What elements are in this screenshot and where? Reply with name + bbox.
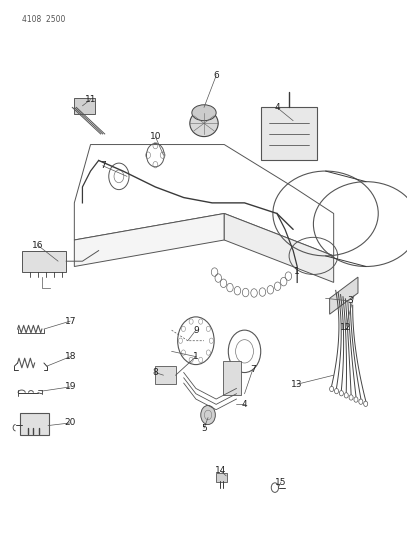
FancyBboxPatch shape — [261, 108, 317, 160]
Text: 15: 15 — [275, 478, 287, 487]
Text: 5: 5 — [201, 424, 207, 433]
Circle shape — [201, 406, 215, 424]
Text: 19: 19 — [64, 382, 76, 391]
Text: 18: 18 — [64, 352, 76, 361]
Text: 1: 1 — [193, 352, 199, 361]
Text: 13: 13 — [291, 379, 303, 389]
Ellipse shape — [190, 110, 218, 136]
Ellipse shape — [192, 105, 216, 120]
FancyBboxPatch shape — [73, 99, 95, 114]
Text: 10: 10 — [150, 132, 161, 141]
Text: 1: 1 — [294, 268, 300, 276]
FancyBboxPatch shape — [216, 473, 227, 482]
Text: 9: 9 — [193, 326, 199, 335]
Polygon shape — [330, 277, 358, 314]
Polygon shape — [74, 214, 224, 266]
Text: 7: 7 — [100, 161, 106, 170]
Polygon shape — [22, 251, 66, 272]
Text: 12: 12 — [340, 323, 352, 332]
Text: 7: 7 — [250, 366, 255, 374]
Text: 6: 6 — [213, 71, 219, 80]
Text: 3: 3 — [347, 296, 353, 305]
Polygon shape — [224, 214, 334, 282]
Text: 20: 20 — [64, 418, 76, 427]
Text: 4: 4 — [242, 400, 247, 409]
FancyBboxPatch shape — [20, 414, 49, 435]
Text: 16: 16 — [32, 241, 44, 250]
Text: 8: 8 — [153, 368, 158, 377]
Text: 11: 11 — [85, 95, 96, 104]
Text: 14: 14 — [215, 466, 226, 475]
Text: 17: 17 — [64, 317, 76, 326]
Text: 4: 4 — [274, 103, 280, 112]
Text: 4108  2500: 4108 2500 — [22, 15, 65, 25]
FancyBboxPatch shape — [155, 366, 176, 384]
FancyBboxPatch shape — [224, 361, 241, 395]
